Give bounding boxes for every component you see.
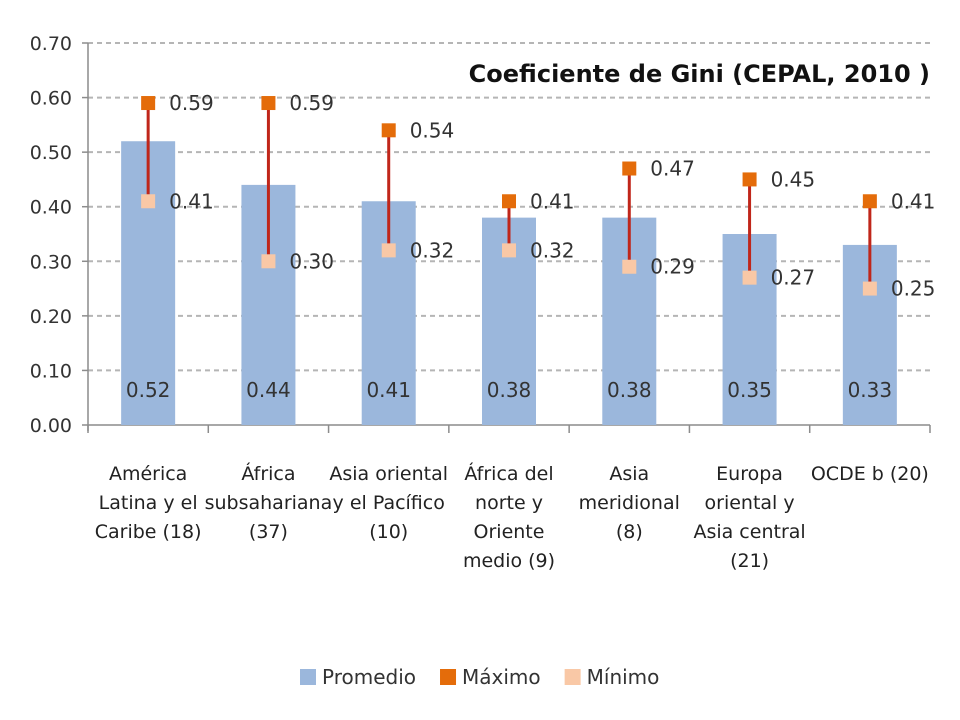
label-minimo: 0.29 [650,255,695,279]
label-maximo: 0.47 [650,157,695,181]
y-tick-label: 0.00 [30,415,72,437]
label-promedio: 0.35 [727,378,772,402]
category-label: norte y [475,492,543,514]
min-max-ranges [141,96,877,296]
category-label: oriental y [705,492,795,514]
category-labels: América Latina y el Caribe (18) África subsa… [95,462,929,572]
label-minimo: 0.41 [169,189,214,213]
category-label: África [241,462,295,485]
label-promedio: 0.33 [848,378,893,402]
label-maximo: 0.59 [289,91,334,115]
legend-label: Mínimo [587,665,660,689]
legend-label: Máximo [462,665,541,689]
legend-label: Promedio [322,665,416,689]
marker-minimo [502,243,516,258]
category-label: OCDE b (20) [811,463,929,485]
category-label: subsahariana [205,492,333,514]
legend-swatch [440,669,457,685]
category-label: medio (9) [463,550,555,572]
marker-minimo [141,194,156,209]
marker-minimo [622,259,637,274]
label-maximo: 0.41 [891,189,936,213]
marker-maximo [141,96,156,111]
marker-maximo [742,172,757,187]
y-tick-label: 0.50 [30,142,72,164]
label-promedio: 0.41 [366,378,411,402]
category-label: Europa [716,463,783,485]
y-tick-label: 0.60 [30,88,72,110]
y-tick-label: 0.30 [30,251,72,273]
category-label: (37) [249,521,288,543]
label-promedio: 0.38 [607,378,652,402]
marker-maximo [261,96,276,111]
category-label: y el Pacífico [333,492,445,514]
label-promedio: 0.38 [487,378,532,402]
legend-swatch [564,669,581,685]
marker-minimo [261,254,276,269]
marker-minimo [381,243,396,258]
category-label: (8) [616,521,643,543]
y-tick-label: 0.10 [30,360,72,382]
label-maximo: 0.45 [771,167,816,191]
category-label: Asia central [693,521,805,543]
marker-minimo [862,281,877,296]
y-tick-label: 0.70 [30,33,72,55]
label-minimo: 0.32 [410,238,455,262]
data-labels: 0.52 0.59 0.41 0.44 0.59 0.30 0.41 0.54 0.32 0.38… [126,91,936,402]
label-minimo: 0.30 [289,249,334,273]
marker-maximo [502,194,516,209]
category-label: meridional [579,492,680,514]
label-minimo: 0.32 [530,238,575,262]
marker-minimo [742,270,757,285]
label-maximo: 0.59 [169,91,214,115]
category-label: América [109,463,187,485]
chart-title: Coeficiente de Gini (CEPAL, 2010 ) [469,60,930,88]
label-promedio: 0.52 [126,378,171,402]
marker-maximo [381,123,396,138]
category-label: África del [464,462,553,485]
legend-swatch [300,669,316,685]
marker-maximo [862,194,877,209]
category-label: (21) [730,550,769,572]
category-label: Caribe (18) [95,521,202,543]
category-label: (10) [369,521,408,543]
y-tick-label: 0.20 [30,306,72,328]
y-tick-label: 0.40 [30,197,72,219]
legend: Promedio Máximo Mínimo [300,665,659,689]
marker-maximo [622,161,637,176]
category-label: Asia [609,463,649,485]
label-minimo: 0.25 [891,277,936,301]
label-maximo: 0.41 [530,189,575,213]
label-promedio: 0.44 [246,378,291,402]
label-minimo: 0.27 [771,266,816,290]
category-label: Oriente [474,521,545,543]
category-label: Latina y el [99,492,198,514]
category-label: Asia oriental [329,463,448,485]
label-maximo: 0.54 [410,118,455,142]
